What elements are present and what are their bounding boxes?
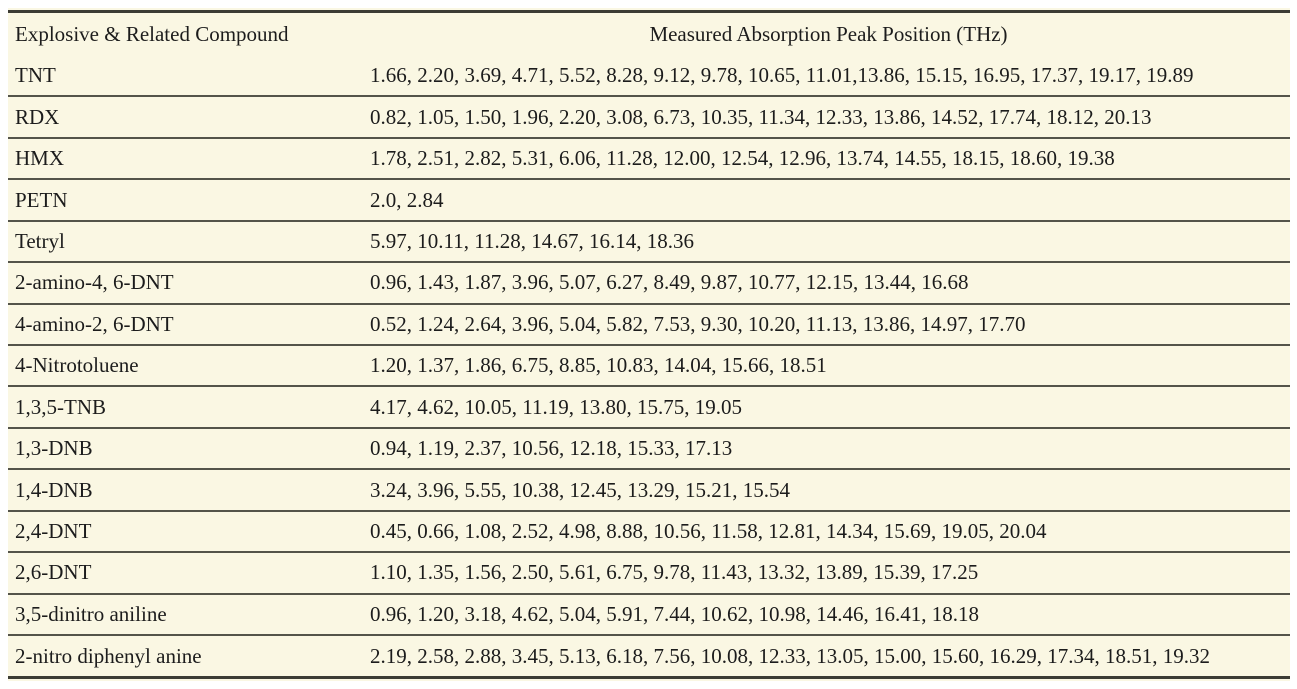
table-row: 4-Nitrotoluene 1.20, 1.37, 1.86, 6.75, 8… [8, 345, 1290, 387]
compound-cell: 2,4-DNT [15, 519, 92, 543]
peaks-cell: 0.45, 0.66, 1.08, 2.52, 4.98, 8.88, 10.5… [370, 519, 1047, 543]
compound-cell: Tetryl [15, 228, 65, 253]
compound-cell: 4-amino-2, 6-DNT [15, 311, 174, 336]
peaks-cell: 1.20, 1.37, 1.86, 6.75, 8.85, 10.83, 14.… [370, 353, 827, 378]
compound-cell: HMX [15, 146, 65, 171]
table-panel: Explosive & Related Compound Measured Ab… [8, 8, 1290, 681]
compound-cell: 2-nitro diphenyl anine [15, 643, 202, 668]
peaks-cell: 0.82, 1.05, 1.50, 1.96, 2.20, 3.08, 6.73… [370, 104, 1152, 129]
column-header-compound: Explosive & Related Compound [15, 22, 289, 47]
table-row: RDX 0.82, 1.05, 1.50, 1.96, 2.20, 3.08, … [8, 96, 1290, 138]
table-row: 4-amino-2, 6-DNT 0.52, 1.24, 2.64, 3.96,… [8, 304, 1290, 346]
table-body: TNT 1.66, 2.20, 3.69, 4.71, 5.52, 8.28, … [8, 57, 1290, 678]
table-row: 1,4-DNB 3.24, 3.96, 5.55, 10.38, 12.45, … [8, 469, 1290, 511]
table-header: Explosive & Related Compound Measured Ab… [8, 12, 1290, 57]
compound-cell: 1,3-DNB [15, 436, 93, 461]
compound-cell: RDX [15, 104, 60, 129]
table-row: 1,3,5-TNB 4.17, 4.62, 10.05, 11.19, 13.8… [8, 386, 1290, 428]
compound-cell: 1,4-DNB [15, 477, 93, 502]
absorption-peaks-table: Explosive & Related Compound Measured Ab… [8, 10, 1290, 679]
peaks-cell: 1.78, 2.51, 2.82, 5.31, 6.06, 11.28, 12.… [370, 146, 1115, 171]
peaks-cell: 3.24, 3.96, 5.55, 10.38, 12.45, 13.29, 1… [370, 477, 790, 502]
peaks-cell: 0.94, 1.19, 2.37, 10.56, 12.18, 15.33, 1… [370, 436, 733, 461]
compound-cell: 2-amino-4, 6-DNT [15, 270, 174, 295]
peaks-cell: 1.10, 1.35, 1.56, 2.50, 5.61, 6.75, 9.78… [370, 560, 979, 585]
compound-cell: TNT [15, 63, 56, 88]
peaks-cell: 2.0, 2.84 [370, 187, 444, 212]
peaks-cell: 2.19, 2.58, 2.88, 3.45, 5.13, 6.18, 7.56… [370, 643, 1210, 668]
table-row: 2-amino-4, 6-DNT 0.96, 1.43, 1.87, 3.96,… [8, 262, 1290, 304]
peaks-cell: 4.17, 4.62, 10.05, 11.19, 13.80, 15.75, … [370, 394, 742, 419]
compound-cell: 4-Nitrotoluene [15, 353, 139, 378]
table-row: 2-nitro diphenyl anine 2.19, 2.58, 2.88,… [8, 635, 1290, 677]
compound-cell: 3,5-dinitro aniline [15, 601, 167, 626]
peaks-cell: 0.96, 1.43, 1.87, 3.96, 5.07, 6.27, 8.49… [370, 270, 969, 295]
table-row: 2,4-DNT 0.45, 0.66, 1.08, 2.52, 4.98, 8.… [8, 511, 1290, 553]
header-row: Explosive & Related Compound Measured Ab… [8, 12, 1290, 57]
column-header-peak-positions: Measured Absorption Peak Position (THz) [649, 22, 1008, 47]
table-row: 1,3-DNB 0.94, 1.19, 2.37, 10.56, 12.18, … [8, 428, 1290, 470]
compound-cell: 1,3,5-TNB [15, 394, 106, 419]
table-row: HMX 1.78, 2.51, 2.82, 5.31, 6.06, 11.28,… [8, 138, 1290, 180]
table-row: Tetryl 5.97, 10.11, 11.28, 14.67, 16.14,… [8, 221, 1290, 263]
table-row: TNT 1.66, 2.20, 3.69, 4.71, 5.52, 8.28, … [8, 57, 1290, 97]
compound-cell: 2,6-DNT [15, 560, 92, 585]
table-row: 2,6-DNT 1.10, 1.35, 1.56, 2.50, 5.61, 6.… [8, 552, 1290, 594]
peaks-cell: 0.52, 1.24, 2.64, 3.96, 5.04, 5.82, 7.53… [370, 311, 1026, 336]
peaks-cell: 1.66, 2.20, 3.69, 4.71, 5.52, 8.28, 9.12… [370, 63, 1194, 88]
peaks-cell: 5.97, 10.11, 11.28, 14.67, 16.14, 18.36 [370, 228, 694, 253]
table-row: PETN 2.0, 2.84 [8, 179, 1290, 221]
compound-cell: PETN [15, 187, 68, 212]
peaks-cell: 0.96, 1.20, 3.18, 4.62, 5.04, 5.91, 7.44… [370, 601, 979, 626]
table-row: 3,5-dinitro aniline 0.96, 1.20, 3.18, 4.… [8, 594, 1290, 636]
